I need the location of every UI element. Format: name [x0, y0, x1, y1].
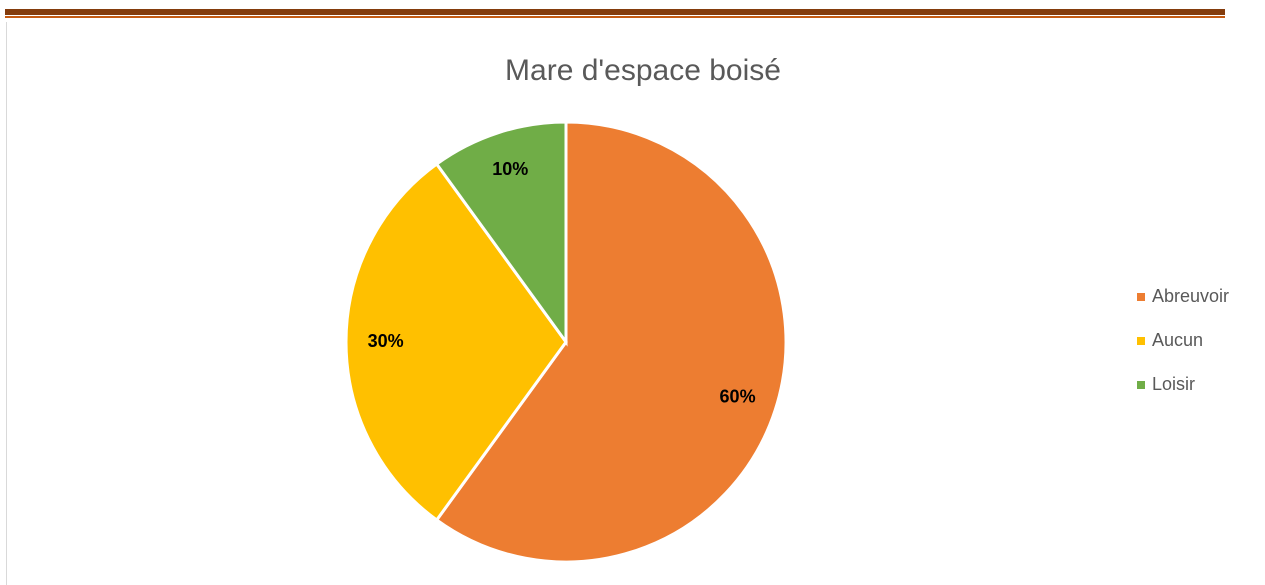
header-bar: [5, 9, 1225, 15]
legend-marker: [1137, 381, 1145, 389]
legend-label: Loisir: [1152, 374, 1195, 394]
data-label: 10%: [492, 159, 528, 179]
header-bar-accent: [5, 16, 1225, 18]
legend-label: Abreuvoir: [1152, 286, 1229, 306]
chart-title: Mare d'espace boisé: [505, 54, 781, 87]
data-label: 30%: [368, 331, 404, 351]
legend-marker: [1137, 337, 1145, 345]
legend-label: Aucun: [1152, 330, 1203, 350]
pie-slice: [434, 120, 568, 347]
pie-slice: [344, 161, 568, 523]
legend-marker: [1137, 293, 1145, 301]
pie-slice: [434, 120, 788, 564]
data-label: 60%: [720, 386, 756, 406]
